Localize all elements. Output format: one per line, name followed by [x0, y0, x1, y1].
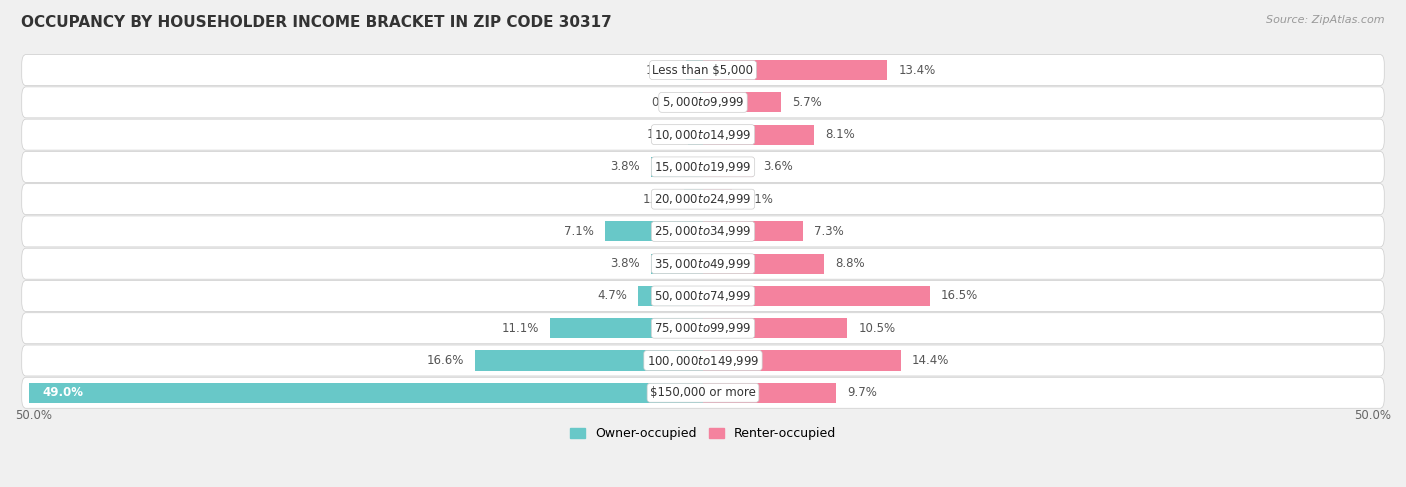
- Bar: [703, 93, 782, 112]
- Bar: [651, 157, 703, 177]
- FancyBboxPatch shape: [21, 281, 1385, 312]
- Text: 8.1%: 8.1%: [825, 128, 855, 141]
- Text: 3.8%: 3.8%: [610, 160, 640, 173]
- Text: 4.7%: 4.7%: [598, 289, 627, 302]
- Bar: [699, 93, 703, 112]
- Bar: [703, 125, 814, 145]
- Text: 16.6%: 16.6%: [426, 354, 464, 367]
- FancyBboxPatch shape: [21, 87, 1385, 118]
- Text: 0.29%: 0.29%: [651, 96, 688, 109]
- Text: OCCUPANCY BY HOUSEHOLDER INCOME BRACKET IN ZIP CODE 30317: OCCUPANCY BY HOUSEHOLDER INCOME BRACKET …: [21, 15, 612, 30]
- Text: Source: ZipAtlas.com: Source: ZipAtlas.com: [1267, 15, 1385, 25]
- Text: 50.0%: 50.0%: [1354, 409, 1391, 422]
- Bar: [703, 383, 837, 403]
- Text: 50.0%: 50.0%: [15, 409, 52, 422]
- Bar: [703, 318, 848, 338]
- FancyBboxPatch shape: [21, 216, 1385, 247]
- Bar: [638, 286, 703, 306]
- FancyBboxPatch shape: [21, 151, 1385, 183]
- Bar: [703, 157, 752, 177]
- Text: 2.1%: 2.1%: [742, 193, 773, 206]
- Text: 8.8%: 8.8%: [835, 257, 865, 270]
- FancyBboxPatch shape: [21, 377, 1385, 408]
- FancyBboxPatch shape: [21, 184, 1385, 215]
- Bar: [703, 222, 803, 242]
- Text: 3.8%: 3.8%: [610, 257, 640, 270]
- Bar: [550, 318, 703, 338]
- Text: 7.3%: 7.3%: [814, 225, 844, 238]
- Bar: [703, 60, 887, 80]
- Bar: [28, 383, 703, 403]
- Bar: [686, 60, 703, 80]
- Text: 11.1%: 11.1%: [502, 322, 540, 335]
- FancyBboxPatch shape: [21, 345, 1385, 376]
- FancyBboxPatch shape: [21, 248, 1385, 279]
- Text: 3.6%: 3.6%: [763, 160, 793, 173]
- Bar: [651, 254, 703, 274]
- Bar: [688, 125, 703, 145]
- Text: 10.5%: 10.5%: [859, 322, 896, 335]
- Text: $25,000 to $34,999: $25,000 to $34,999: [654, 225, 752, 239]
- Text: 1.4%: 1.4%: [643, 193, 672, 206]
- Text: 7.1%: 7.1%: [564, 225, 595, 238]
- FancyBboxPatch shape: [21, 313, 1385, 344]
- Bar: [606, 222, 703, 242]
- Text: $35,000 to $49,999: $35,000 to $49,999: [654, 257, 752, 271]
- Text: Less than $5,000: Less than $5,000: [652, 64, 754, 76]
- Text: 1.2%: 1.2%: [645, 64, 675, 76]
- Text: $75,000 to $99,999: $75,000 to $99,999: [654, 321, 752, 335]
- FancyBboxPatch shape: [21, 119, 1385, 150]
- Text: 1.1%: 1.1%: [647, 128, 676, 141]
- Text: 49.0%: 49.0%: [42, 386, 83, 399]
- Text: $150,000 or more: $150,000 or more: [650, 386, 756, 399]
- Text: $5,000 to $9,999: $5,000 to $9,999: [662, 95, 744, 110]
- Text: 5.7%: 5.7%: [793, 96, 823, 109]
- Text: 14.4%: 14.4%: [912, 354, 949, 367]
- Bar: [703, 254, 824, 274]
- Text: $20,000 to $24,999: $20,000 to $24,999: [654, 192, 752, 206]
- Bar: [703, 189, 733, 209]
- Legend: Owner-occupied, Renter-occupied: Owner-occupied, Renter-occupied: [565, 422, 841, 445]
- Bar: [683, 189, 703, 209]
- Bar: [703, 351, 901, 371]
- Bar: [475, 351, 703, 371]
- Text: $50,000 to $74,999: $50,000 to $74,999: [654, 289, 752, 303]
- Text: $100,000 to $149,999: $100,000 to $149,999: [647, 354, 759, 368]
- Bar: [703, 286, 929, 306]
- Text: 16.5%: 16.5%: [941, 289, 979, 302]
- FancyBboxPatch shape: [21, 55, 1385, 86]
- Text: $15,000 to $19,999: $15,000 to $19,999: [654, 160, 752, 174]
- Text: $10,000 to $14,999: $10,000 to $14,999: [654, 128, 752, 142]
- Text: 13.4%: 13.4%: [898, 64, 935, 76]
- Text: 9.7%: 9.7%: [848, 386, 877, 399]
